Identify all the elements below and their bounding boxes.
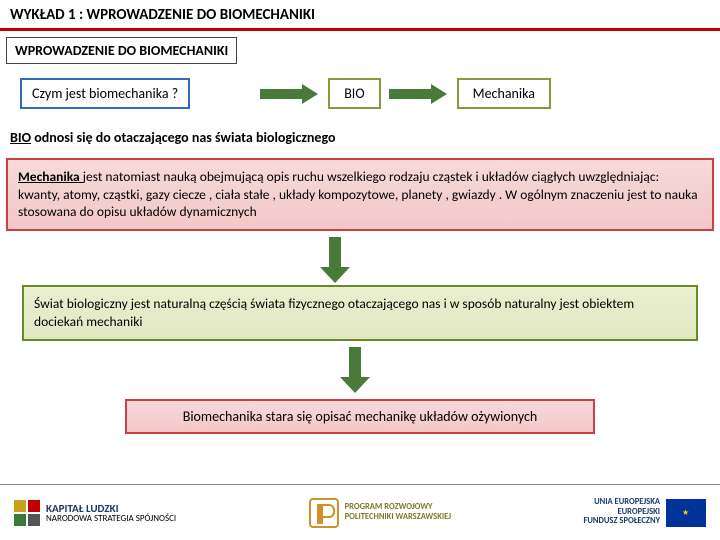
section-title: WPROWADZENIE DO BIOMECHANIKI — [6, 37, 237, 64]
bio-definition: BIO odnosi się do otaczającego nas świat… — [10, 129, 720, 146]
conclusion-box: Biomechanika stara się opisać mechanikę … — [125, 399, 595, 434]
mech-rest: jest natomiast nauką obejmującą opis ruc… — [18, 168, 698, 220]
definition-row: Czym jest biomechanika ? BIO Mechanika — [20, 78, 720, 109]
bio-rest: odnosi się do otaczającego nas świata bi… — [31, 129, 335, 146]
pw-t2: POLITECHNIKI WARSZAWSKIEJ — [345, 513, 451, 522]
kapital-ludzki-logo: KAPITAŁ LUDZKI NARODOWA STRATEGIA SPÓJNO… — [14, 500, 176, 526]
mech-prefix: Mechanika — [18, 168, 83, 185]
kl-sub: NARODOWA STRATEGIA SPÓJNOŚCI — [46, 514, 176, 523]
mechanika-box: Mechanika — [457, 78, 551, 109]
arrow-down-icon — [320, 237, 350, 283]
kl-title: KAPITAŁ LUDZKI — [46, 503, 176, 514]
program-rozwojowy-logo: PROGRAM ROZWOJOWY POLITECHNIKI WARSZAWSK… — [309, 498, 451, 528]
eu-logo: UNIA EUROPEJSKA EUROPEJSKI FUNDUSZ SPOŁE… — [583, 498, 706, 526]
bio-prefix: BIO — [10, 129, 31, 146]
eu-t3: FUNDUSZ SPOŁECZNY — [583, 517, 660, 526]
arrow-down-icon — [340, 347, 370, 393]
bio-box: BIO — [328, 78, 380, 109]
biology-physics-box: Świat biologiczny jest naturalną częścią… — [22, 285, 698, 341]
footer-logos: KAPITAŁ LUDZKI NARODOWA STRATEGIA SPÓJNO… — [0, 484, 720, 540]
arrow-right-icon — [260, 84, 320, 104]
lecture-header: WYKŁAD 1 : WPROWADZENIE DO BIOMECHANIKI — [0, 0, 720, 31]
mechanika-definition: Mechanika jest natomiast nauką obejmując… — [6, 158, 714, 231]
question-box: Czym jest biomechanika ? — [20, 78, 190, 109]
eu-flag-icon — [666, 499, 706, 527]
arrow-right-icon — [389, 84, 449, 104]
